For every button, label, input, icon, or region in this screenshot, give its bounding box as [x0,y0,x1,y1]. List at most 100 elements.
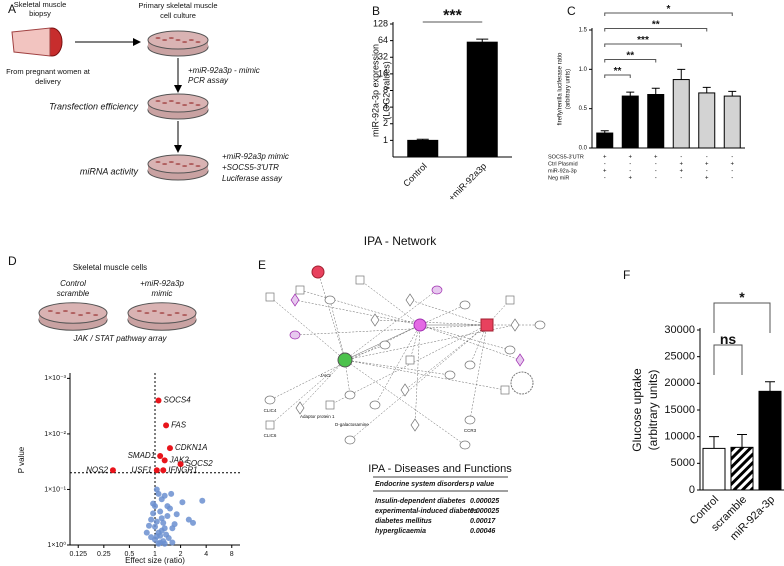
data-point [169,539,176,546]
bar [723,95,741,149]
error-bar [651,87,660,95]
text: Primary skeletal muscle [138,1,217,10]
x-tick-label: 8 [230,551,234,558]
panel-label: C [567,4,576,18]
network-edge [409,299,488,326]
cell [182,165,188,167]
network-node [444,370,456,380]
y-tick-label: 16 [378,68,388,78]
cell [168,161,174,163]
data-point [199,497,206,504]
text: Control [60,279,86,288]
network-edge [374,324,421,406]
network-node [295,401,305,415]
network-node [510,371,534,395]
network-node [500,385,510,395]
cell [70,312,76,314]
y-tick-label: 1.0 [579,67,588,73]
axis-title: (arbitrary units) [646,370,660,451]
network-edge [344,289,438,361]
cell [175,39,181,41]
text: Transfection efficiency [49,101,138,111]
cell [162,39,168,41]
significance-label: ** [614,66,622,77]
error-bar [677,68,686,80]
text: +SOCS5-3'UTR [222,163,279,172]
network-node [505,295,515,305]
y-tick-label: 0 [689,484,695,496]
error-bar [728,90,737,97]
text: Luciferase assay [222,174,283,183]
network-edge [419,324,521,361]
cell [167,314,173,316]
condition-sign: - [680,176,682,182]
network-node [344,435,356,445]
network-node-label: Adaptor protein 1 [300,414,335,419]
data-point [171,521,178,528]
cell [168,37,174,39]
text: PCR assay [188,76,229,85]
bar [647,94,665,149]
network-node [464,360,476,370]
y-tick-label: 4 [383,102,388,112]
text: scramble [57,289,90,298]
data-point [150,510,157,517]
axis-title: miR-92a-3p expression [370,44,380,137]
network-edge [294,324,488,336]
x-tick-label: 0.25 [97,551,111,558]
data-point [179,499,186,506]
data-point [173,511,180,518]
network-edge [329,324,488,406]
cell [174,312,180,314]
text: miRNA activity [80,166,139,176]
network-node [264,395,276,405]
data-point [161,525,168,532]
data-point [190,519,197,526]
x-tick-label: 4 [204,551,208,558]
network-node [405,293,415,307]
network-node [289,330,301,340]
network-node-label: JAK2 [320,373,331,378]
bar [466,41,498,158]
condition-label: SOCS5-3'UTR [548,154,584,160]
network-node [459,440,471,450]
cell [182,314,188,316]
significance-bracket [713,344,743,375]
text: Skeletal muscle [14,0,67,9]
panel-label: B [372,4,380,18]
text: Skeletal muscle cells [73,263,147,272]
cell [162,163,168,165]
network-edge [269,359,346,426]
condition-sign: - [655,176,657,182]
significance-bracket [604,12,733,16]
cell [155,161,161,163]
data-point [153,467,160,474]
network-edge [469,324,488,421]
significance-label: *** [443,8,462,25]
bar [407,139,439,158]
network-node [504,345,516,355]
network-edge [329,299,346,361]
y-tick-label: 5000 [671,457,695,469]
error-bar [476,38,489,43]
network-node-label: CLIC4 [264,408,277,413]
data-point [152,503,158,510]
y-tick-label: 1×10⁻³ [44,375,66,382]
condition-sign: + [603,155,607,161]
network-node [464,415,476,425]
bar [730,446,754,491]
cell [188,102,194,104]
data-point [155,490,162,497]
table-cell: hyperglicaemia [375,528,426,535]
axis-title: P value [17,446,26,473]
network-node [379,340,391,350]
data-point [157,453,164,460]
point-label: SOCS2 [186,459,214,468]
condition-sign: - [706,169,708,175]
text: +miR-92a3p - mimic [188,66,260,75]
significance-bracket [604,74,631,78]
bar [621,95,639,149]
data-point [148,534,155,541]
network-node [325,400,335,410]
